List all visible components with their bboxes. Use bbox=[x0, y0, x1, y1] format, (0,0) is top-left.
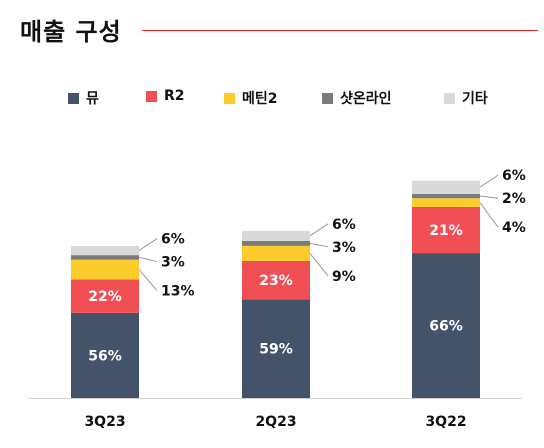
data-label: 3% bbox=[332, 240, 356, 256]
legend-label: 기타 bbox=[462, 91, 488, 107]
legend: 뮤 R2 메틴2 샷온라인 기타 bbox=[0, 88, 544, 110]
legend-label: 뮤 bbox=[86, 91, 99, 107]
title-underline bbox=[142, 30, 538, 31]
bar-segment bbox=[412, 198, 480, 207]
leader-line bbox=[138, 269, 158, 291]
legend-item: 뮤 bbox=[68, 88, 99, 108]
bar-segment bbox=[71, 259, 139, 280]
data-label: 9% bbox=[332, 269, 356, 285]
data-label: 6% bbox=[502, 168, 526, 184]
legend-swatch bbox=[146, 90, 157, 102]
data-label: 66% bbox=[429, 319, 463, 335]
legend-item: 샷온라인 bbox=[322, 88, 392, 108]
category-label: 2Q23 bbox=[255, 414, 296, 430]
legend-item: 기타 bbox=[444, 88, 488, 108]
bar-segment bbox=[412, 253, 480, 398]
leader-line bbox=[479, 195, 499, 199]
category-label: 3Q22 bbox=[425, 414, 466, 430]
bar-segment bbox=[71, 312, 139, 398]
leader-line bbox=[138, 256, 158, 263]
data-label: 22% bbox=[88, 289, 122, 305]
data-label: 56% bbox=[88, 348, 122, 364]
category-label: 3Q23 bbox=[84, 414, 125, 430]
data-label: 6% bbox=[332, 217, 356, 233]
data-label: 13% bbox=[161, 284, 195, 300]
leader-line bbox=[138, 238, 158, 251]
bar-segment bbox=[412, 206, 480, 254]
legend-label: 메틴2 bbox=[242, 91, 278, 107]
legend-swatch bbox=[322, 92, 333, 104]
legend-item: R2 bbox=[146, 88, 185, 104]
chart-title: 매출 구성 bbox=[20, 18, 122, 46]
bar-segment bbox=[242, 245, 310, 261]
bar-segment bbox=[71, 246, 139, 256]
legend-swatch bbox=[224, 92, 235, 104]
bar-segment bbox=[242, 299, 310, 398]
bar-segment bbox=[412, 193, 480, 199]
data-label: 6% bbox=[161, 232, 185, 248]
leader-line bbox=[309, 223, 329, 237]
data-label: 4% bbox=[502, 220, 526, 236]
data-label: 59% bbox=[259, 342, 293, 358]
data-label: 21% bbox=[429, 223, 463, 239]
legend-swatch bbox=[68, 92, 79, 104]
data-label: 23% bbox=[259, 273, 293, 289]
bar-segment bbox=[242, 240, 310, 246]
leader-line bbox=[309, 242, 329, 248]
bar-segment bbox=[242, 230, 310, 241]
bar-segment bbox=[71, 279, 139, 313]
legend-swatch bbox=[444, 92, 455, 104]
legend-item: 메틴2 bbox=[224, 88, 278, 108]
leader-line bbox=[309, 253, 329, 277]
legend-label: R2 bbox=[164, 88, 185, 104]
data-label: 2% bbox=[502, 191, 526, 207]
data-label: 3% bbox=[161, 255, 185, 271]
bar-segment bbox=[412, 180, 480, 194]
leader-line bbox=[479, 174, 499, 188]
bar-segment bbox=[71, 255, 139, 260]
legend-label: 샷온라인 bbox=[340, 91, 392, 107]
bar-segment bbox=[242, 260, 310, 300]
leader-line bbox=[479, 202, 499, 228]
